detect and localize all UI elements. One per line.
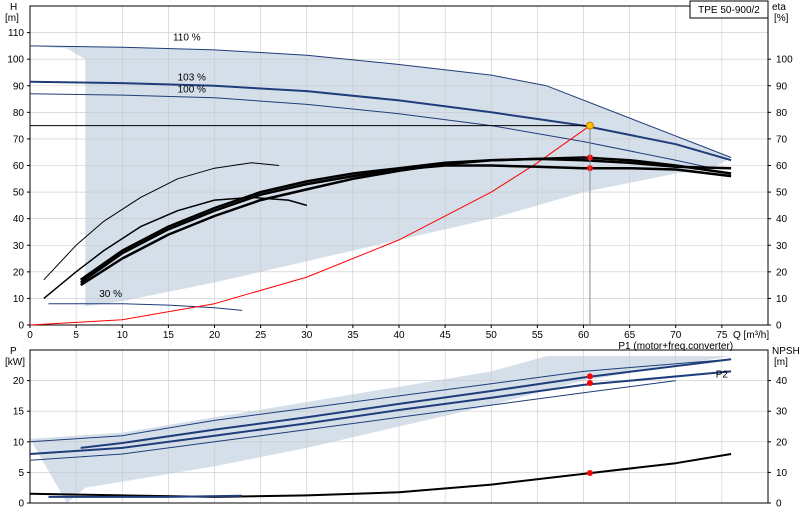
head-y-tick-label: 30 [13,241,25,252]
power-plot-frame [29,349,769,504]
power-series-line-1 [80,358,732,449]
power-ylabel-unit: [kW] [5,357,25,368]
power-y-tick-label: 10 [13,437,25,448]
head-panel: 0102030405060708090100110010203040506070… [5,0,793,341]
head-y2-tick-label: 70 [776,134,788,145]
power-y2-tick-label: 20 [776,437,788,448]
head-y-tick-label: 20 [13,267,25,278]
power-series-label-1: P2 [716,370,729,381]
head-y2label-unit: [%] [774,13,789,24]
head-duty-point [585,121,594,130]
head-x-tick-label: 45 [440,330,452,341]
head-y2-tick-label: 40 [776,214,788,225]
power-y-tick-label: 5 [18,468,24,479]
head-y-tick-label: 40 [13,214,25,225]
power-series-line-5 [48,494,243,498]
head-x-tick-label: 65 [624,330,636,341]
head-y2-tick-label: 10 [776,294,788,305]
head-y2-tick-label: 20 [776,267,788,278]
power-y-tick-label: 0 [18,499,24,510]
power-y-tick-label: 15 [13,407,25,418]
head-y-tick-label: 90 [13,81,25,92]
power-y2-tick-label: 40 [776,376,788,387]
head-y-tick-label: 70 [13,134,25,145]
head-y2-tick-label: 50 [776,188,788,199]
head-curve-label-1: 103 % [178,72,206,83]
head-y2label: eta [772,2,786,13]
power-series-label-0: P1 (motor+freq.converter) [618,341,733,352]
head-y2-tick-label: 60 [776,161,788,172]
head-y-tick-label: 110 [8,28,24,39]
power-y-tick-label: 20 [13,376,25,387]
head-curve-label-0: 110 % [173,33,201,44]
power-y2label-unit: [m] [774,357,788,368]
head-y2-tick-label: 0 [776,321,782,332]
head-series-speed-2 [29,93,713,169]
head-x-tick-label: 0 [27,330,33,341]
head-x-tick-label: 40 [393,330,405,341]
power-marker-0 [586,373,593,380]
head-series-min-speed-3 [48,303,243,311]
head-x-tick-label: 35 [347,330,359,341]
power-operating-region [30,356,732,503]
power-marker-1 [586,380,593,387]
head-x-tick-label: 60 [578,330,590,341]
head-ylabel-unit: [m] [5,13,19,24]
power-series-line-0 [29,358,732,443]
title-box-frame [689,0,769,19]
power-y2label: NPSH [772,346,800,357]
power-y2-tick-label: 0 [776,499,782,510]
head-y-tick-label: 60 [13,161,25,172]
power-ylabel: P [10,346,17,357]
head-y-tick-label: 10 [13,294,25,305]
head-series-eta-curve-9 [79,164,732,284]
head-operating-region [30,45,732,307]
head-x-tick-label: 15 [163,330,175,341]
head-ylabel: H [10,2,17,13]
head-y2-tick-label: 80 [776,108,788,119]
head-curve-label-3: 30 % [99,289,122,300]
head-xlabel: Q [m³/h] [733,330,769,341]
head-x-tick-label: 25 [255,330,267,341]
power-marker-2 [586,470,593,477]
head-x-tick-label: 55 [532,330,544,341]
power-series-line-2 [29,370,732,455]
power-series-line-3 [29,380,676,461]
head-series-max-speed-0 [29,45,732,158]
power-y2-tick-label: 30 [776,407,788,418]
head-series-speed-1 [29,80,732,162]
head-x-tick-label: 5 [73,330,79,341]
head-y-tick-label: 0 [18,321,24,332]
head-curve-label-2: 100 % [178,84,206,95]
head-y2-tick-label: 30 [776,241,788,252]
head-series-eta-curve-6 [43,162,280,281]
head-x-tick-label: 30 [301,330,313,341]
power-y2-tick-label: 10 [776,468,788,479]
head-y-tick-label: 100 [7,55,24,66]
head-series-eta-curve-8 [80,156,732,287]
head-x-tick-label: 70 [670,330,682,341]
head-y2-tick-label: 100 [776,55,793,66]
head-x-tick-label: 75 [716,330,728,341]
head-x-tick-label: 20 [209,330,221,341]
title-box-text: TPE 50-900/2 [698,5,760,16]
title-box: TPE 50-900/2 [689,0,769,19]
head-x-tick-label: 50 [486,330,498,341]
head-y2-tick-label: 90 [776,81,788,92]
head-series-eta-curve-10 [79,157,732,281]
head-series-eta-curve-7 [43,196,308,299]
head-y-tick-label: 80 [13,108,25,119]
power-panel: 0 5 10 15 20 0 10 20 30 40 P[kW] NPSH[m] P1 (motor+f… [5,341,800,510]
head-x-tick-label: 10 [117,330,129,341]
head-y-tick-label: 50 [13,188,25,199]
